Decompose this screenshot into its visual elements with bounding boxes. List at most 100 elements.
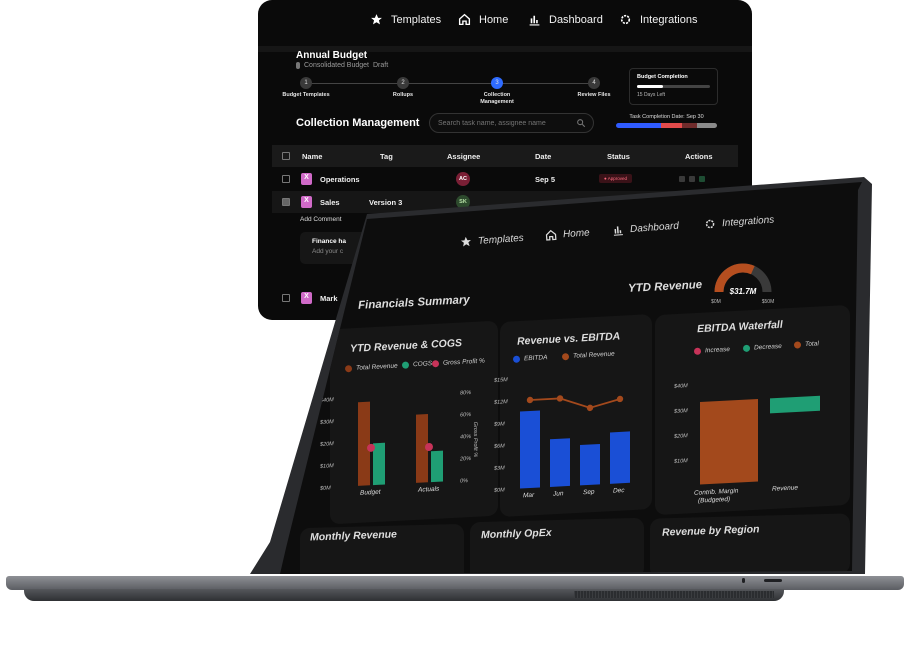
step-label: Rollups — [392, 92, 414, 98]
table-row[interactable]: Operations AC Sep 5 ● Approved — [272, 168, 738, 190]
col-actions[interactable]: Actions — [685, 152, 713, 161]
status-badge: ● Approved — [599, 174, 632, 183]
search-input[interactable] — [429, 113, 594, 133]
step-number: 4 — [588, 77, 600, 89]
bar-total-revenue — [358, 401, 370, 486]
nav-label: Dashboard — [629, 220, 680, 235]
row-name: Mark — [320, 294, 338, 303]
nav-label: Templates — [391, 13, 442, 26]
x-tick-label: Contrib. Margin — [694, 488, 739, 497]
x-tick-label: Dec — [613, 487, 625, 495]
y-tick-label: $0M — [493, 487, 505, 494]
chart-plot: $0M $10M $20M $30M $40M 0% 20% 40% 60% 80% Gross P… — [319, 390, 478, 497]
bar-chart-icon — [529, 15, 540, 26]
legend-swatch — [742, 344, 751, 353]
legend-label: Decrease — [753, 342, 782, 352]
task-bar-segment — [696, 123, 717, 128]
nav-label: Home — [562, 226, 591, 240]
laptop-base — [6, 576, 904, 590]
home-icon — [458, 13, 471, 26]
step-review-files[interactable]: 4 Review Files — [564, 77, 624, 99]
screen-nav-integrations[interactable]: Integrations — [704, 214, 775, 231]
row-checkbox[interactable] — [282, 294, 290, 302]
y-tick-label: $30M — [673, 408, 688, 415]
chart-ebitda-waterfall: $10M $20M $30M $40M Contrib. Margin(Budgeted… — [673, 383, 820, 505]
section-title: Collection Management — [296, 117, 420, 129]
step-rollups[interactable]: 2 Rollups — [373, 77, 433, 99]
nav-dashboard[interactable]: Dashboard — [528, 13, 603, 26]
step-collection-management[interactable]: 3 Collection Management — [467, 77, 527, 106]
nav-integrations[interactable]: Integrations — [619, 13, 697, 26]
excel-file-icon — [301, 292, 312, 304]
screen-nav-dashboard[interactable]: Dashboard — [612, 220, 680, 237]
point-gross-profit — [425, 442, 433, 451]
step-number: 3 — [491, 77, 503, 89]
nav-label: Templates — [477, 232, 525, 247]
table-header: Name Tag Assignee Date Status Actions — [272, 145, 738, 167]
y2-tick-label: 20% — [459, 456, 471, 463]
row-checkbox[interactable] — [282, 198, 290, 206]
line-total-revenue — [530, 397, 621, 409]
legend-label: Increase — [704, 346, 731, 355]
nav-templates[interactable]: Templates — [370, 13, 441, 26]
avatar: AC — [456, 172, 470, 186]
screen-nav-home[interactable]: Home — [545, 226, 590, 241]
col-date[interactable]: Date — [535, 152, 552, 161]
legend-item: Total — [793, 340, 819, 349]
bar-ebitda — [520, 410, 540, 489]
col-status[interactable]: Status — [607, 152, 630, 161]
gear-icon — [705, 219, 715, 229]
bar-ebitda — [580, 444, 600, 486]
nav-label: Home — [479, 13, 509, 26]
gauge-max: $50M — [762, 299, 775, 305]
nav-label: Integrations — [721, 214, 775, 229]
y2-tick-label: 0% — [460, 478, 468, 484]
budget-completion-fill — [637, 85, 663, 88]
point-total-revenue — [616, 395, 624, 403]
row-tag: Version 3 — [369, 198, 403, 207]
step-label: Budget Templates — [282, 92, 330, 98]
task-bar-segment — [616, 123, 662, 128]
excel-file-icon — [301, 196, 312, 208]
view-icon[interactable] — [679, 176, 685, 182]
gauge-value: $31.7M — [729, 287, 757, 296]
col-assignee[interactable]: Assignee — [447, 152, 481, 161]
ytd-gauge: $31.7M $0M $50M — [711, 263, 775, 305]
y-tick-label: $10M — [319, 463, 334, 470]
budget-subtitle-text: Consolidated Budget — [304, 62, 369, 69]
search-icon[interactable] — [576, 118, 586, 128]
row-checkbox[interactable] — [282, 175, 290, 183]
y-tick-label: $40M — [319, 397, 334, 404]
row-date: Sep 5 — [535, 175, 556, 184]
task-bar-segment — [681, 123, 697, 128]
excel-file-icon — [301, 173, 312, 185]
point-total-revenue — [586, 404, 594, 412]
bar-ebitda — [550, 438, 570, 487]
select-all-checkbox[interactable] — [282, 152, 290, 160]
col-tag[interactable]: Tag — [380, 152, 393, 161]
nav-home[interactable]: Home — [458, 13, 508, 26]
y-tick-label: $6M — [493, 443, 505, 450]
bar-decrease — [770, 395, 820, 414]
legend-swatch — [512, 355, 521, 363]
x-tick-label: Revenue — [772, 484, 798, 492]
y-tick-label: $20M — [673, 433, 688, 440]
home-icon — [545, 229, 557, 241]
days-left: 15 Days Left — [637, 92, 666, 98]
table-row[interactable]: Mark — [272, 287, 738, 309]
screen-nav-templates[interactable]: Templates — [460, 232, 524, 248]
approve-icon[interactable] — [699, 176, 705, 182]
task-completion-bar — [616, 123, 717, 128]
step-budget-templates[interactable]: 1 Budget Templates — [276, 77, 336, 99]
legend-label: EBITDA — [523, 354, 548, 363]
bar-cogs — [431, 450, 443, 483]
y-tick-label: $0M — [319, 485, 331, 492]
y-tick-label: $3M — [493, 465, 505, 472]
task-completion-label: Task Completion Date: Sep 30 — [629, 114, 704, 120]
nav-label: Integrations — [640, 13, 698, 26]
download-icon[interactable] — [689, 176, 695, 182]
col-name[interactable]: Name — [302, 152, 323, 161]
star-icon — [460, 236, 471, 247]
point-total-revenue — [556, 395, 564, 402]
